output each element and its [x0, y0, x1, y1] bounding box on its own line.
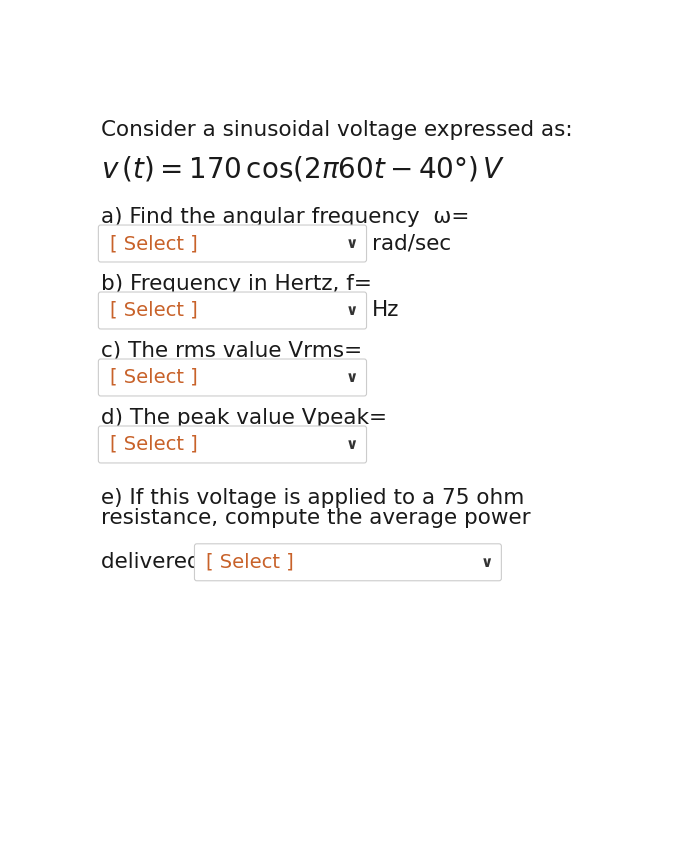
Text: rad/sec: rad/sec — [372, 233, 451, 254]
Text: Consider a sinusoidal voltage expressed as:: Consider a sinusoidal voltage expressed … — [101, 120, 573, 139]
FancyBboxPatch shape — [99, 359, 366, 396]
Text: [ Select ]: [ Select ] — [206, 553, 294, 572]
FancyBboxPatch shape — [99, 292, 366, 329]
Text: e) If this voltage is applied to a 75 ohm: e) If this voltage is applied to a 75 oh… — [101, 487, 524, 508]
Text: d) The peak value Vpeak=: d) The peak value Vpeak= — [101, 408, 387, 428]
FancyBboxPatch shape — [99, 225, 366, 262]
Text: resistance, compute the average power: resistance, compute the average power — [101, 509, 530, 528]
FancyBboxPatch shape — [194, 544, 501, 581]
Text: $v\,(t) = 170\,\cos(2\pi 60t - 40°)\,V$: $v\,(t) = 170\,\cos(2\pi 60t - 40°)\,V$ — [101, 155, 505, 184]
Text: ∨: ∨ — [346, 303, 358, 318]
Text: c) The rms value Vrms=: c) The rms value Vrms= — [101, 340, 362, 361]
Text: [ Select ]: [ Select ] — [110, 234, 198, 253]
Text: a) Find the angular frequency  ω=: a) Find the angular frequency ω= — [101, 207, 469, 227]
FancyBboxPatch shape — [99, 426, 366, 463]
Text: ∨: ∨ — [480, 555, 493, 569]
Text: delivered. P=: delivered. P= — [101, 552, 245, 572]
Text: [ Select ]: [ Select ] — [110, 301, 198, 320]
Text: ∨: ∨ — [346, 236, 358, 251]
Text: ∨: ∨ — [346, 437, 358, 452]
Text: b) Frequency in Hertz, f=: b) Frequency in Hertz, f= — [101, 274, 371, 293]
Text: Hz: Hz — [372, 300, 399, 321]
Text: [ Select ]: [ Select ] — [110, 368, 198, 387]
Text: [ Select ]: [ Select ] — [110, 435, 198, 454]
Text: ∨: ∨ — [346, 370, 358, 385]
